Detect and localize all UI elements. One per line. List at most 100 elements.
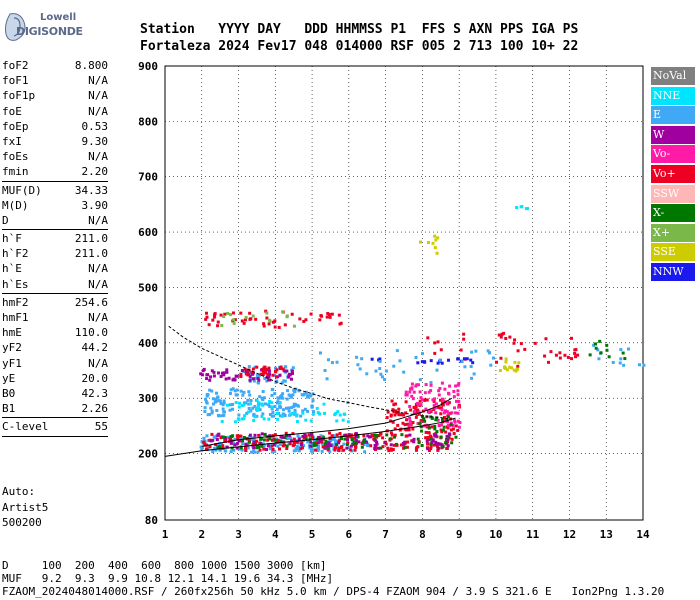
echo-point	[360, 445, 364, 449]
echo-point	[273, 392, 277, 396]
echo-point	[204, 443, 208, 447]
echo-point	[262, 444, 266, 448]
param-name: yF1	[2, 356, 22, 370]
echo-point	[244, 401, 248, 405]
echo-point	[324, 441, 328, 445]
echo-point	[449, 428, 453, 432]
echo-point	[433, 351, 437, 355]
echo-point	[216, 324, 220, 328]
echo-point	[233, 443, 237, 447]
param-value: 0.53	[81, 119, 109, 133]
echo-point	[334, 439, 338, 443]
echo-point	[325, 377, 329, 381]
echo-point	[244, 370, 248, 374]
echo-point	[365, 440, 369, 444]
echo-point	[390, 433, 394, 437]
echo-point	[374, 439, 378, 443]
param-name: foEp	[2, 119, 29, 133]
echo-point	[437, 393, 441, 397]
echo-point	[246, 410, 250, 414]
param-name: yF2	[2, 341, 22, 355]
param-row: h`F 211.0	[2, 231, 108, 246]
echo-point	[214, 443, 218, 447]
echo-point	[489, 363, 493, 367]
echo-point	[248, 433, 252, 437]
echo-point	[243, 367, 247, 371]
echo-point	[519, 342, 523, 346]
echo-point	[205, 315, 209, 319]
echo-point	[402, 443, 406, 447]
echo-point	[441, 398, 445, 402]
echo-point	[296, 434, 300, 438]
echo-point	[213, 315, 217, 319]
echo-point	[316, 436, 320, 440]
echo-point	[440, 445, 444, 449]
echo-point	[223, 312, 227, 316]
echo-point	[337, 441, 341, 445]
echo-point	[404, 390, 408, 394]
echo-point	[460, 360, 464, 364]
echo-point	[242, 403, 246, 407]
echo-point	[516, 364, 520, 368]
legend-entry: E	[651, 106, 695, 125]
echo-point	[436, 405, 440, 409]
echo-point	[456, 411, 460, 415]
echo-point	[373, 443, 377, 447]
param-row: foEp 0.53	[2, 119, 108, 134]
echo-point	[291, 393, 295, 397]
echo-point	[265, 311, 269, 315]
echo-point	[392, 443, 396, 447]
legend-entry: Vo-	[651, 145, 695, 164]
echo-point	[500, 332, 504, 336]
echo-point	[285, 397, 289, 401]
param-name: MUF(D)	[2, 183, 42, 197]
echo-point	[256, 450, 260, 454]
echo-point	[222, 373, 226, 377]
echo-point	[278, 404, 282, 408]
echo-point	[504, 360, 508, 364]
echo-point	[605, 343, 609, 347]
logo-swoosh-icon	[5, 13, 26, 41]
x-tick-label: 5	[309, 528, 316, 541]
echo-point	[554, 353, 558, 357]
echo-point	[320, 449, 324, 453]
echo-point	[576, 353, 580, 357]
header-labels: Station YYYY DAY DDD HHMMSS P1 FFS S AXN…	[140, 22, 579, 37]
echo-point	[290, 377, 294, 381]
echo-point	[261, 369, 265, 373]
echo-point	[378, 357, 382, 361]
echo-point	[544, 337, 548, 341]
param-row: yE 20.0	[2, 371, 108, 386]
echo-point	[236, 441, 240, 445]
echo-point	[300, 393, 304, 397]
echo-point	[270, 450, 274, 454]
param-value: 42.3	[81, 386, 109, 400]
echo-point	[251, 442, 255, 446]
echo-point	[444, 409, 448, 413]
echo-point	[234, 420, 238, 424]
echo-point	[396, 423, 400, 427]
echo-point	[205, 434, 209, 438]
echo-point	[268, 447, 272, 451]
echo-point	[289, 436, 293, 440]
echo-point	[275, 407, 279, 411]
param-row: MUF(D) 34.33	[2, 183, 108, 198]
echo-point	[393, 435, 397, 439]
echo-point	[558, 351, 562, 355]
echo-point	[415, 410, 419, 414]
echo-point	[430, 425, 434, 429]
y-tick-label: 400	[138, 337, 158, 350]
echo-point	[622, 363, 626, 367]
echo-point	[335, 433, 339, 437]
echo-point	[431, 439, 435, 443]
echo-point	[486, 349, 490, 353]
echo-point	[314, 443, 318, 447]
echo-point	[244, 449, 248, 453]
echo-point	[441, 418, 445, 422]
echo-point	[243, 414, 247, 418]
echo-point	[403, 427, 407, 431]
echo-point	[257, 378, 261, 382]
echo-point	[370, 357, 374, 361]
echo-point	[271, 373, 275, 377]
echo-point	[390, 448, 394, 452]
